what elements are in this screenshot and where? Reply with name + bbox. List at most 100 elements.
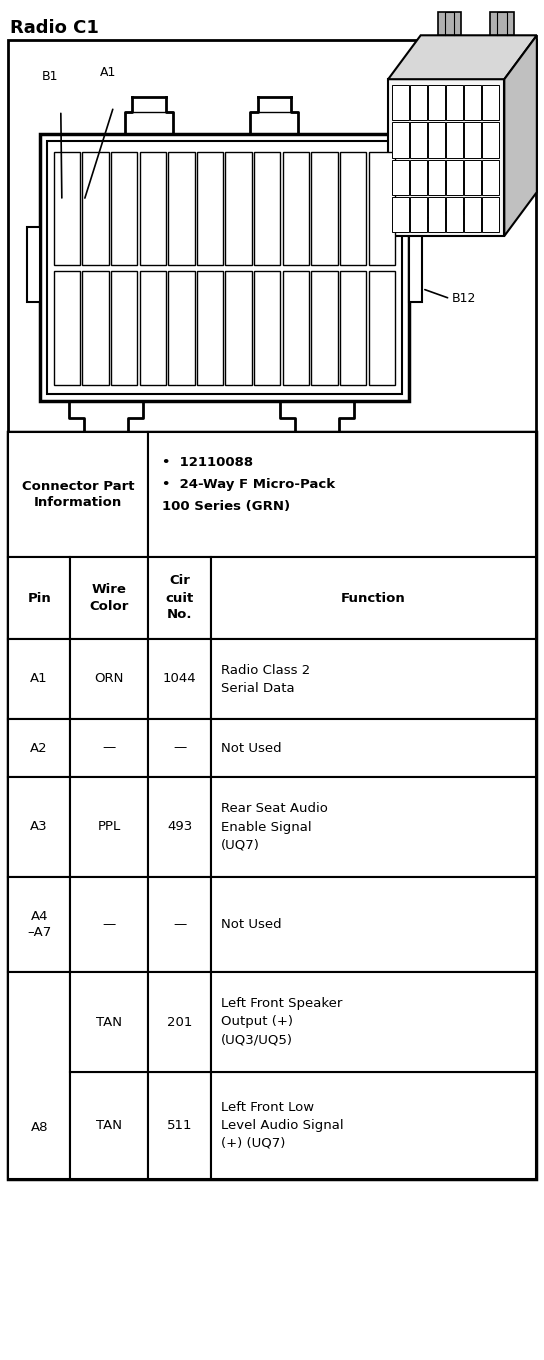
Bar — [392, 122, 409, 158]
Bar — [8, 877, 70, 972]
Bar — [225, 272, 252, 385]
Bar — [211, 972, 536, 1072]
Text: Radio Class 2
Serial Data: Radio Class 2 Serial Data — [221, 664, 310, 695]
Text: A1: A1 — [30, 672, 48, 685]
Bar — [8, 558, 70, 639]
Bar — [40, 135, 409, 401]
Bar — [446, 86, 463, 121]
Text: ORN: ORN — [95, 672, 124, 685]
Bar — [149, 558, 211, 639]
Text: Rear Seat Audio
Enable Signal
(UQ7): Rear Seat Audio Enable Signal (UQ7) — [221, 802, 327, 851]
Bar — [8, 639, 70, 719]
Text: A3: A3 — [30, 820, 48, 834]
Bar — [197, 272, 223, 385]
Bar — [446, 197, 463, 233]
Bar — [446, 159, 463, 194]
Bar — [446, 122, 463, 158]
Bar — [428, 86, 445, 121]
Bar — [410, 86, 427, 121]
Bar — [211, 719, 536, 777]
Bar — [140, 272, 166, 385]
Text: A8: A8 — [30, 1121, 48, 1134]
Bar — [70, 777, 149, 877]
Bar — [168, 272, 195, 385]
Polygon shape — [388, 35, 537, 79]
Bar — [410, 159, 427, 194]
Bar — [340, 272, 366, 385]
Text: TAN: TAN — [96, 1016, 122, 1028]
Text: Function: Function — [341, 592, 406, 604]
Bar — [8, 432, 149, 558]
Bar — [149, 1072, 211, 1179]
Bar — [70, 972, 149, 1072]
Text: —: — — [103, 741, 116, 755]
Bar — [283, 272, 309, 385]
Text: •  12110088
•  24-Way F Micro-Pack
100 Series (GRN): • 12110088 • 24-Way F Micro-Pack 100 Ser… — [163, 456, 336, 513]
Text: —: — — [173, 918, 186, 932]
Bar — [8, 719, 70, 777]
Bar — [8, 432, 536, 1179]
Bar — [464, 197, 481, 233]
Bar — [54, 272, 80, 385]
Bar — [70, 719, 149, 777]
Bar — [211, 1072, 536, 1179]
Bar — [211, 777, 536, 877]
Bar — [311, 272, 338, 385]
Bar — [47, 141, 402, 393]
Bar — [311, 152, 338, 265]
Bar — [392, 86, 409, 121]
Polygon shape — [504, 35, 537, 237]
Text: Connector Part
Information: Connector Part Information — [22, 480, 134, 510]
Bar — [464, 122, 481, 158]
Bar — [140, 152, 166, 265]
Text: 511: 511 — [167, 1119, 193, 1132]
Bar — [464, 86, 481, 121]
Bar — [254, 152, 280, 265]
Bar — [70, 1072, 149, 1179]
Bar — [149, 972, 211, 1072]
Polygon shape — [490, 12, 514, 35]
Bar — [70, 639, 149, 719]
Bar — [168, 152, 195, 265]
Text: Radio C1: Radio C1 — [10, 19, 99, 37]
Bar — [428, 159, 445, 194]
Text: Pin: Pin — [27, 592, 51, 604]
Text: Wire
Color: Wire Color — [90, 583, 129, 613]
Bar — [111, 272, 137, 385]
Bar — [149, 877, 211, 972]
Bar — [483, 122, 499, 158]
Text: TAN: TAN — [96, 1119, 122, 1132]
Text: A4
–A7: A4 –A7 — [27, 910, 51, 940]
Bar — [70, 558, 149, 639]
Text: PPL: PPL — [98, 820, 121, 834]
Text: Not Used: Not Used — [221, 918, 281, 932]
Text: Not Used: Not Used — [221, 741, 281, 755]
Bar — [82, 152, 109, 265]
Bar — [428, 122, 445, 158]
Bar — [211, 558, 536, 639]
Bar — [340, 152, 366, 265]
Bar — [483, 197, 499, 233]
Bar — [8, 39, 536, 432]
Bar — [27, 227, 40, 302]
Text: 201: 201 — [167, 1016, 192, 1028]
Bar — [149, 639, 211, 719]
Bar — [254, 272, 280, 385]
Bar — [8, 972, 70, 1179]
Text: A2: A2 — [30, 741, 48, 755]
Bar — [149, 432, 536, 558]
Bar — [483, 86, 499, 121]
Bar — [410, 197, 427, 233]
Bar — [82, 272, 109, 385]
Bar — [149, 777, 211, 877]
Bar — [369, 152, 395, 265]
Bar — [392, 159, 409, 194]
Bar — [149, 719, 211, 777]
Bar — [70, 877, 149, 972]
Bar — [483, 159, 499, 194]
Bar — [225, 152, 252, 265]
Bar — [283, 152, 309, 265]
Text: B12: B12 — [452, 292, 477, 305]
Text: A12: A12 — [452, 205, 477, 218]
Text: Left Front Speaker
Output (+)
(UQ3/UQ5): Left Front Speaker Output (+) (UQ3/UQ5) — [221, 997, 342, 1046]
